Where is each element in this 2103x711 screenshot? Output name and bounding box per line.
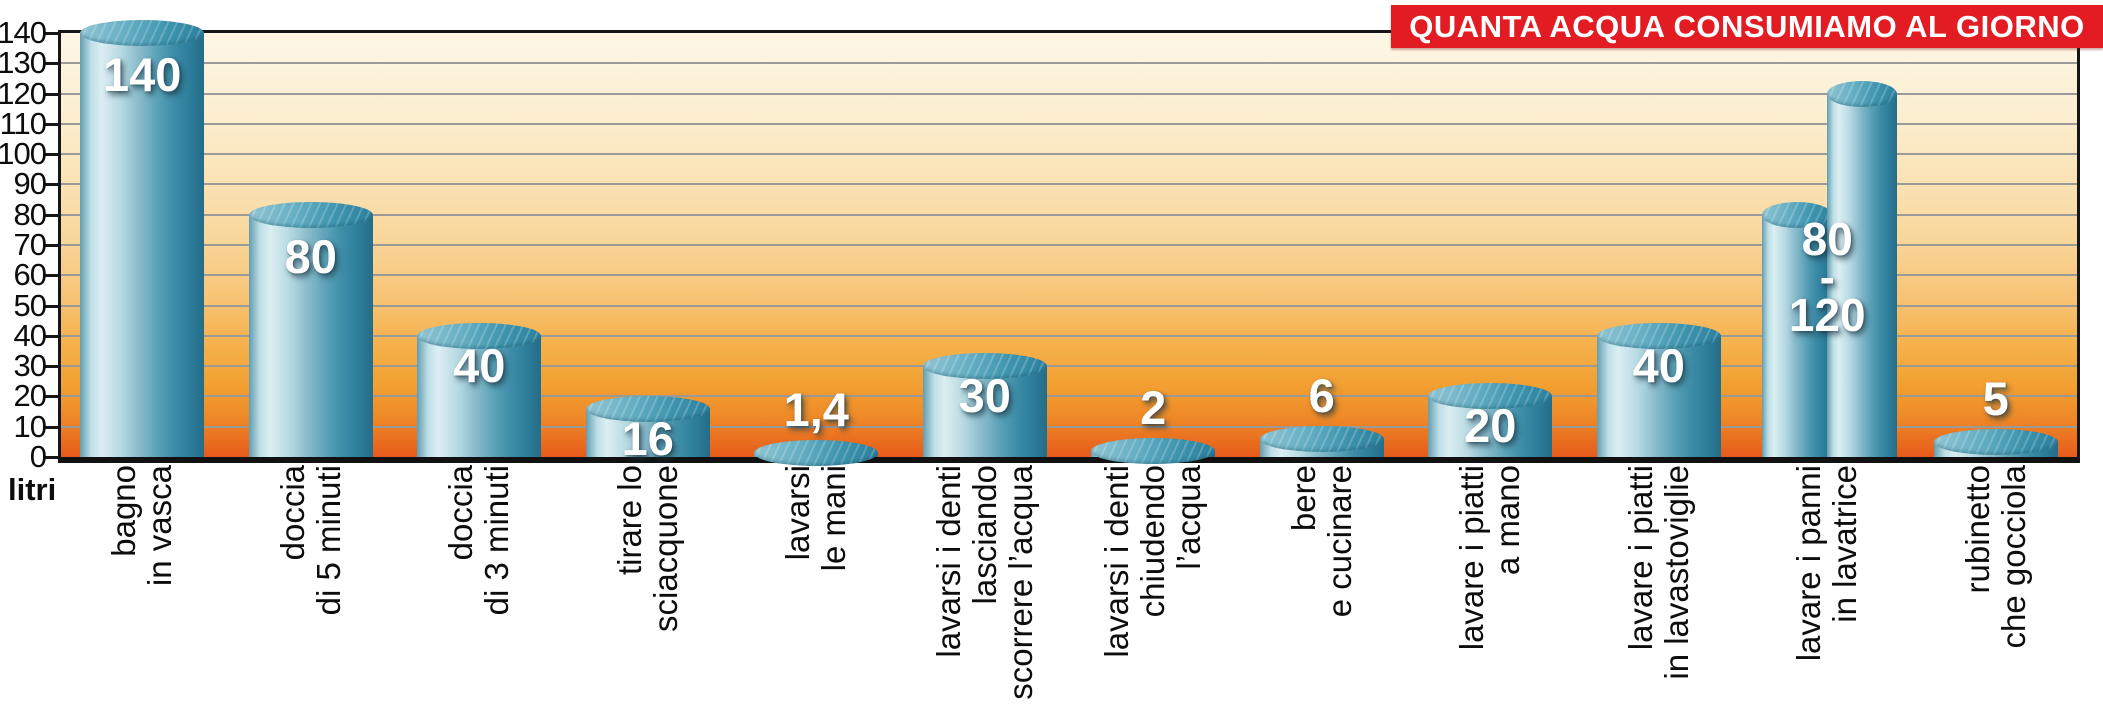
- y-tick-mark: [44, 213, 58, 217]
- y-tick-mark: [44, 395, 58, 399]
- bar-value-label: 6: [1308, 368, 1335, 422]
- bar-cylinder-2: [417, 322, 542, 457]
- bar-value-label: 80: [284, 229, 337, 283]
- x-category-label: bagno in vasca: [105, 465, 179, 587]
- bar-cylinder-8: [1428, 383, 1553, 457]
- title-text: QUANTA ACQUA CONSUMIAMO AL GIORNO: [1409, 8, 2085, 44]
- y-tick-label: 60: [13, 257, 47, 293]
- x-category-label: lavare i piatti a mano: [1453, 465, 1527, 651]
- gridline: [61, 334, 2077, 337]
- bar-value-label: 140: [103, 48, 182, 101]
- y-tick-label: 30: [13, 348, 47, 384]
- bar-value-label: 16: [621, 411, 674, 465]
- bar-value-label: 80 - 120: [1788, 213, 1866, 341]
- cylinder-top: [417, 322, 542, 349]
- y-tick-mark: [44, 456, 58, 459]
- gridline: [61, 153, 2077, 156]
- y-tick-label: 100: [0, 136, 47, 172]
- gridline: [61, 122, 2077, 125]
- y-tick-label: 130: [0, 45, 47, 81]
- y-tick-mark: [44, 244, 58, 247]
- cylinder-top: [1762, 201, 1833, 228]
- y-tick-mark: [44, 122, 58, 126]
- cylinder-top: [1827, 80, 1898, 107]
- x-category-label: lavare i panni in lavatrice: [1790, 465, 1864, 662]
- y-tick-mark: [44, 153, 58, 157]
- y-tick-label: 140: [0, 15, 47, 50]
- y-tick-mark: [44, 32, 58, 35]
- bar-value-label: 1,4: [783, 382, 849, 436]
- title-banner: QUANTA ACQUA CONSUMIAMO AL GIORNO: [1391, 5, 2103, 48]
- y-tick-label: 80: [13, 196, 47, 232]
- y-tick-mark: [44, 274, 58, 278]
- cylinder-top: [1091, 437, 1216, 464]
- x-category-label: lavare i piatti in lavastoviglie: [1621, 465, 1695, 680]
- gridline: [61, 304, 2077, 307]
- x-category-label: tirare lo sciacquone: [610, 465, 684, 632]
- x-category-label: doccia di 3 minuti: [442, 465, 516, 616]
- bar-value-label: 20: [1464, 399, 1517, 453]
- y-tick-mark: [44, 304, 58, 308]
- x-category-label: bere e cucinare: [1284, 465, 1358, 618]
- bar-value-label: 2: [1140, 380, 1167, 434]
- cylinder-top: [754, 439, 879, 466]
- x-category-label: lavarsi i denti lasciando scorrere l’acq…: [929, 465, 1039, 700]
- y-tick-label: 70: [13, 227, 47, 262]
- y-tick-mark: [44, 183, 58, 187]
- gridline: [61, 274, 2077, 277]
- gridline: [61, 62, 2077, 65]
- gridline: [61, 395, 2077, 398]
- x-category-label: doccia di 5 minuti: [273, 465, 347, 616]
- y-tick-label: 0: [29, 439, 47, 474]
- cylinder-top: [248, 201, 373, 228]
- cylinder-top: [1933, 428, 2058, 455]
- bar-cylinder-9: [1596, 322, 1721, 457]
- bar-cylinder-11: [1933, 428, 2058, 457]
- cylinder-top: [585, 395, 710, 422]
- y-tick-mark: [44, 62, 58, 66]
- cylinder-top: [80, 20, 205, 46]
- gridline: [61, 365, 2077, 368]
- bar-cylinder-10-low: [1762, 201, 1833, 457]
- y-tick-mark: [44, 334, 58, 338]
- bar-cylinder-1: [248, 201, 373, 457]
- gridline: [61, 244, 2077, 246]
- gridline: [61, 213, 2077, 216]
- bar-cylinder-0: [80, 20, 205, 457]
- x-category-label: lavarsi le mani: [779, 465, 853, 572]
- bar-cylinder-6: [1091, 437, 1216, 464]
- y-tick-label: 10: [13, 408, 47, 444]
- y-tick-label: 40: [13, 317, 47, 353]
- y-tick-mark: [44, 425, 58, 429]
- cylinder-top: [1428, 383, 1553, 410]
- bar-cylinder-7: [1259, 425, 1384, 457]
- bar-cylinder-3: [585, 395, 710, 457]
- bar-value-label: 5: [1982, 371, 2009, 425]
- y-axis-unit-label: litri: [8, 472, 57, 507]
- bar-cylinder-10-high: [1827, 80, 1898, 457]
- bar-value-label: 30: [958, 369, 1011, 423]
- bar-cylinder-4: [754, 439, 879, 466]
- y-tick-label: 50: [13, 287, 47, 323]
- y-tick-mark: [44, 365, 58, 369]
- x-category-label: rubinetto che gocciola: [1958, 465, 2032, 649]
- gridline: [61, 183, 2077, 186]
- cylinder-top: [1259, 425, 1384, 452]
- plot-area: [58, 30, 2080, 463]
- y-tick-label: 20: [13, 378, 47, 414]
- gridline: [61, 92, 2077, 95]
- bar-cylinder-5: [922, 353, 1047, 457]
- cylinder-top: [922, 353, 1047, 380]
- x-category-label: lavarsi i denti chiudendo l’acqua: [1098, 465, 1208, 658]
- y-tick-label: 120: [0, 75, 47, 111]
- y-tick-label: 90: [13, 166, 47, 202]
- cylinder-top: [1596, 322, 1721, 349]
- bar-value-label: 40: [1632, 338, 1685, 392]
- y-tick-mark: [44, 92, 58, 96]
- bar-value-label: 40: [453, 338, 506, 392]
- gridline: [61, 425, 2077, 428]
- y-tick-label: 110: [0, 105, 47, 141]
